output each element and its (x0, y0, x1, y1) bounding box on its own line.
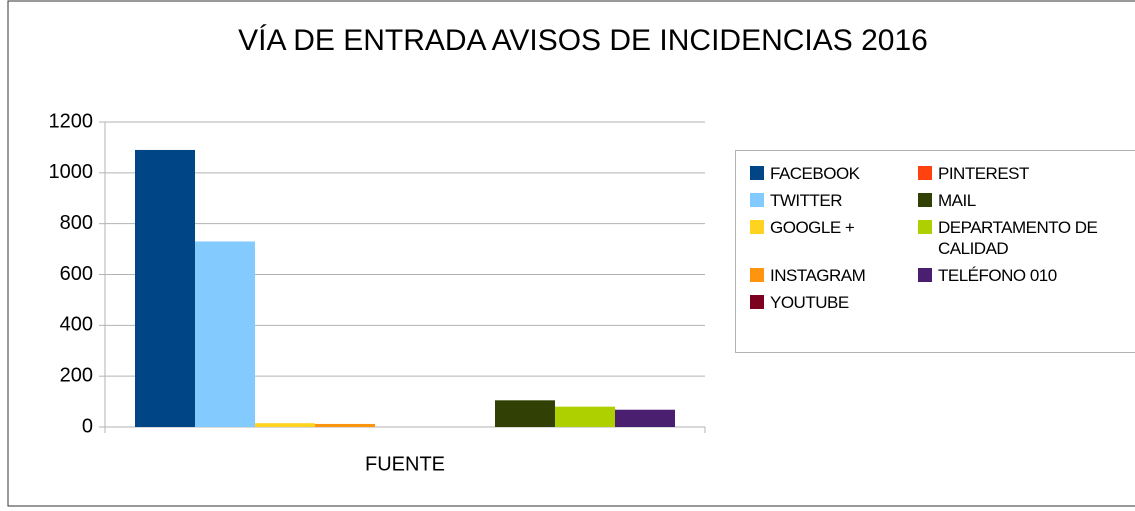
y-tick-label: 200 (60, 364, 93, 386)
legend-swatch (750, 166, 764, 180)
legend-label: DEPARTAMENTO DE CALIDAD (938, 218, 1098, 258)
y-tick-label: 0 (82, 415, 93, 437)
legend-label: TWITTER (770, 191, 843, 210)
bar (615, 409, 675, 427)
legend-item: TWITTER (750, 190, 918, 211)
legend-swatch (918, 193, 932, 207)
legend-label: YOUTUBE (770, 293, 849, 312)
bar (555, 406, 615, 427)
y-tick-label: 400 (60, 314, 93, 336)
bar (195, 241, 255, 427)
y-tick-label: 1200 (49, 110, 94, 132)
legend-label: GOOGLE + (770, 218, 855, 237)
legend-swatch (918, 220, 932, 234)
y-tick-label: 1000 (49, 161, 94, 183)
legend-label: INSTAGRAM (770, 266, 866, 285)
legend-item: YOUTUBE (750, 292, 918, 313)
bar (495, 400, 555, 427)
legend-swatch (918, 166, 932, 180)
legend-item: FACEBOOK (750, 163, 918, 184)
legend-label: TELÉFONO 010 (938, 266, 1057, 285)
legend-swatch (750, 220, 764, 234)
legend-swatch (750, 193, 764, 207)
legend-swatch (918, 268, 932, 282)
x-tick-label: FUENTE (365, 453, 445, 475)
bar (255, 423, 315, 427)
legend-item: MAIL (918, 190, 1135, 211)
legend-item: DEPARTAMENTO DE CALIDAD (918, 217, 1135, 259)
legend-swatch (750, 268, 764, 282)
chart-frame (7, 0, 1135, 507)
bar (135, 149, 195, 428)
legend-label: MAIL (938, 191, 976, 210)
legend-label: PINTEREST (938, 164, 1029, 183)
legend-item: TELÉFONO 010 (918, 265, 1135, 286)
chart-title: VÍA DE ENTRADA AVISOS DE INCIDENCIAS 201… (238, 24, 928, 57)
y-tick-label: 600 (60, 263, 93, 285)
y-tick-label: 800 (60, 212, 93, 234)
legend-item: INSTAGRAM (750, 265, 918, 286)
legend-label: FACEBOOK (770, 164, 860, 183)
legend-swatch (750, 295, 764, 309)
bar (315, 423, 375, 427)
legend-item: PINTEREST (918, 163, 1135, 184)
legend-item: GOOGLE + (750, 217, 918, 259)
legend: FACEBOOK TWITTER GOOGLE + INSTAGRAM YOUTUBE P… (735, 150, 1135, 353)
